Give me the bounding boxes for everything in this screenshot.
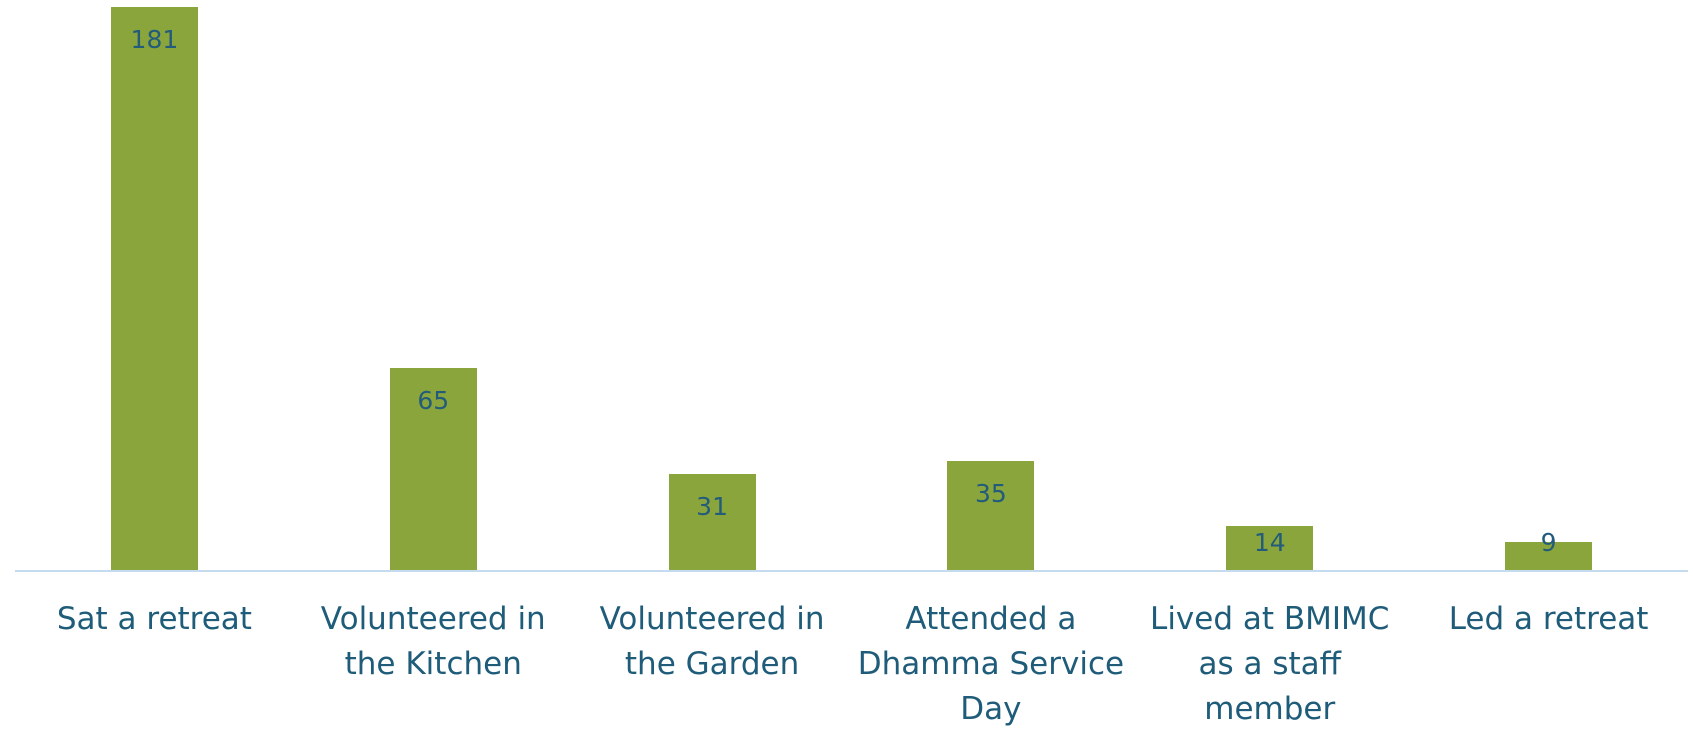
bar	[668, 473, 756, 570]
data-label: 31	[696, 491, 728, 521]
x-tick-label: Attended a Dhamma Service Day	[857, 601, 1125, 727]
bar	[110, 7, 198, 570]
data-label: 65	[417, 385, 450, 415]
bar	[1505, 542, 1593, 570]
data-label: 35	[975, 479, 1007, 509]
x-axis-line	[15, 570, 1688, 572]
x-tick-label: Led a retreat	[1448, 601, 1649, 637]
x-tick-label: Lived at BMIMC as a staff member	[1150, 601, 1390, 727]
data-label: 9	[1540, 528, 1557, 557]
bar	[947, 461, 1035, 570]
data-label: 14	[1253, 528, 1286, 557]
bar	[1226, 526, 1314, 570]
data-label: 181	[130, 25, 179, 54]
x-tick-label: Sat a retreat	[56, 601, 252, 637]
x-tick-label: Volunteered in the Kitchen	[320, 601, 546, 682]
bar	[389, 367, 477, 570]
x-tick-label: Volunteered in the Garden	[599, 601, 825, 682]
